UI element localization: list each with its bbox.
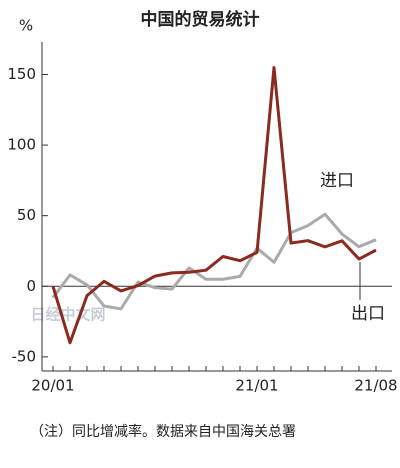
watermark: 日经中文网 (30, 306, 105, 324)
series-label: 出口 (351, 304, 385, 324)
y-tick-label: 0 (26, 277, 36, 295)
y-axis-label: % (19, 17, 33, 35)
series-line (51, 212, 377, 311)
note: （注）同比增减率。数据来自中国海关总署 (30, 423, 296, 440)
x-tick-label: 21/01 (235, 377, 278, 395)
x-tick-label: 21/08 (354, 377, 397, 395)
series-line (51, 66, 377, 345)
y-tick-label: 50 (17, 206, 36, 224)
y-tick-label: 150 (7, 65, 36, 83)
x-tick-label: 20/01 (31, 377, 74, 395)
y-tick-label: 100 (7, 136, 36, 154)
series-label: 进口 (320, 171, 354, 191)
chart-title: 中国的贸易统计 (141, 9, 260, 30)
y-tick-label: -50 (12, 347, 37, 365)
